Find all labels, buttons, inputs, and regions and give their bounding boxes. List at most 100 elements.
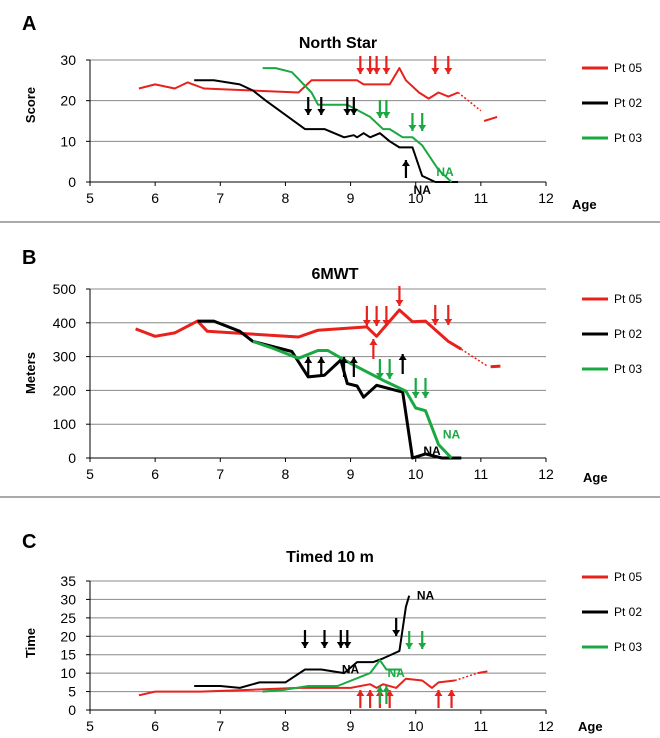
- legend-label: Pt 05: [614, 61, 642, 75]
- treatment-arrow-head: [382, 320, 391, 326]
- legend-label: Pt 02: [614, 96, 642, 110]
- series-dashed-segment: [454, 672, 478, 682]
- panel-b: B 6MWT Meters Age 0 100 200 300 400 500 5 6 7 8 9 1…: [22, 247, 642, 485]
- treatment-arrow-head: [431, 319, 440, 325]
- y-tick-label: 10: [60, 133, 76, 149]
- legend-label: Pt 05: [614, 292, 642, 306]
- x-tick-label: 11: [474, 190, 489, 206]
- x-tick-label: 9: [347, 718, 355, 734]
- treatment-arrow-head: [343, 109, 352, 115]
- x-tick-label: 8: [282, 190, 290, 206]
- chart-title: Timed 10 m: [286, 549, 374, 566]
- y-tick-label: 20: [60, 628, 76, 644]
- x-axis-label: Age: [583, 470, 608, 485]
- treatment-arrow-head: [382, 68, 391, 74]
- treatment-arrow-head: [401, 160, 410, 166]
- treatment-arrow-head: [418, 643, 427, 649]
- y-axis-label: Score: [23, 87, 38, 123]
- series-line-pt-03: [262, 659, 400, 693]
- chart-title: 6MWT: [311, 266, 358, 283]
- series-line-pt-02: [194, 79, 459, 183]
- treatment-arrow-head: [372, 68, 381, 74]
- x-axis-label: Age: [578, 719, 603, 734]
- treatment-arrow-head: [349, 109, 358, 115]
- treatment-arrow-head: [385, 373, 394, 379]
- treatment-arrow-head: [405, 643, 414, 649]
- legend-label: Pt 02: [614, 327, 642, 341]
- y-axis-label: Time: [23, 628, 38, 658]
- x-tick-label: 12: [538, 190, 554, 206]
- y-tick-label: 20: [60, 93, 76, 109]
- y-tick-label: 25: [60, 610, 76, 626]
- x-tick-label: 7: [216, 466, 224, 482]
- treatment-arrow-head: [320, 642, 329, 648]
- series-tail-segment: [483, 115, 498, 122]
- treatment-arrow-head: [369, 339, 378, 345]
- na-annotation: NA: [414, 183, 432, 197]
- x-tick-label: 10: [408, 718, 424, 734]
- panel-a: A North Star Score Age 0 10 20 30 5 6 7 8 9 10 11 1…: [22, 13, 642, 212]
- treatment-arrow-head: [362, 320, 371, 326]
- legend-label: Pt 03: [614, 362, 642, 376]
- treatment-arrow-head: [375, 686, 384, 692]
- treatment-arrow-head: [382, 686, 391, 692]
- y-tick-label: 30: [60, 52, 76, 68]
- x-tick-label: 6: [151, 190, 159, 206]
- panel-letter: C: [22, 531, 36, 553]
- series-line-pt-05: [135, 308, 463, 351]
- x-tick-label: 11: [474, 466, 489, 482]
- treatment-arrow-head: [372, 320, 381, 326]
- y-tick-label: 100: [53, 416, 77, 432]
- x-tick-label: 9: [347, 190, 355, 206]
- series-tail-segment: [477, 670, 488, 675]
- x-tick-label: 7: [216, 190, 224, 206]
- legend-label: Pt 02: [614, 605, 642, 619]
- treatment-arrow-head: [421, 392, 430, 398]
- x-tick-label: 10: [408, 466, 424, 482]
- treatment-arrow-head: [431, 68, 440, 74]
- treatment-arrow-head: [317, 109, 326, 115]
- x-tick-label: 12: [538, 718, 554, 734]
- x-tick-label: 12: [538, 466, 554, 482]
- chart-title: North Star: [299, 35, 377, 52]
- treatment-arrow-head: [398, 354, 407, 360]
- treatment-arrow-head: [300, 642, 309, 648]
- y-tick-label: 15: [60, 647, 76, 663]
- treatment-arrow-head: [375, 112, 384, 118]
- panel-letter: B: [22, 247, 36, 269]
- treatment-arrow-head: [392, 630, 401, 636]
- treatment-arrow-head: [411, 392, 420, 398]
- y-tick-label: 300: [53, 349, 77, 365]
- x-tick-label: 11: [474, 718, 489, 734]
- x-tick-label: 6: [151, 718, 159, 734]
- treatment-arrow-head: [356, 68, 365, 74]
- treatment-arrow-head: [434, 690, 443, 696]
- na-annotation: NA: [387, 666, 405, 680]
- y-tick-label: 10: [60, 665, 76, 681]
- x-tick-label: 10: [408, 190, 424, 206]
- treatment-arrow-head: [304, 357, 313, 363]
- series-line-pt-02: [197, 319, 462, 460]
- na-annotation: NA: [436, 165, 454, 179]
- panel-letter: A: [22, 13, 36, 35]
- y-axis-label: Meters: [23, 352, 38, 394]
- x-tick-label: 8: [282, 466, 290, 482]
- treatment-arrow-head: [447, 690, 456, 696]
- x-axis-label: Age: [572, 197, 597, 212]
- na-annotation: NA: [342, 662, 360, 676]
- treatment-arrow-head: [336, 642, 345, 648]
- y-tick-label: 35: [60, 573, 76, 589]
- x-tick-label: 9: [347, 466, 355, 482]
- y-tick-label: 0: [68, 702, 76, 718]
- treatment-arrow-head: [418, 125, 427, 131]
- y-tick-label: 30: [60, 591, 76, 607]
- series-line-pt-05: [138, 67, 459, 100]
- treatment-arrow-head: [317, 357, 326, 363]
- legend-label: Pt 03: [614, 131, 642, 145]
- y-tick-label: 5: [68, 684, 76, 700]
- na-annotation: NA: [423, 444, 441, 458]
- y-tick-label: 400: [53, 315, 77, 331]
- series-line-pt-05: [138, 677, 455, 697]
